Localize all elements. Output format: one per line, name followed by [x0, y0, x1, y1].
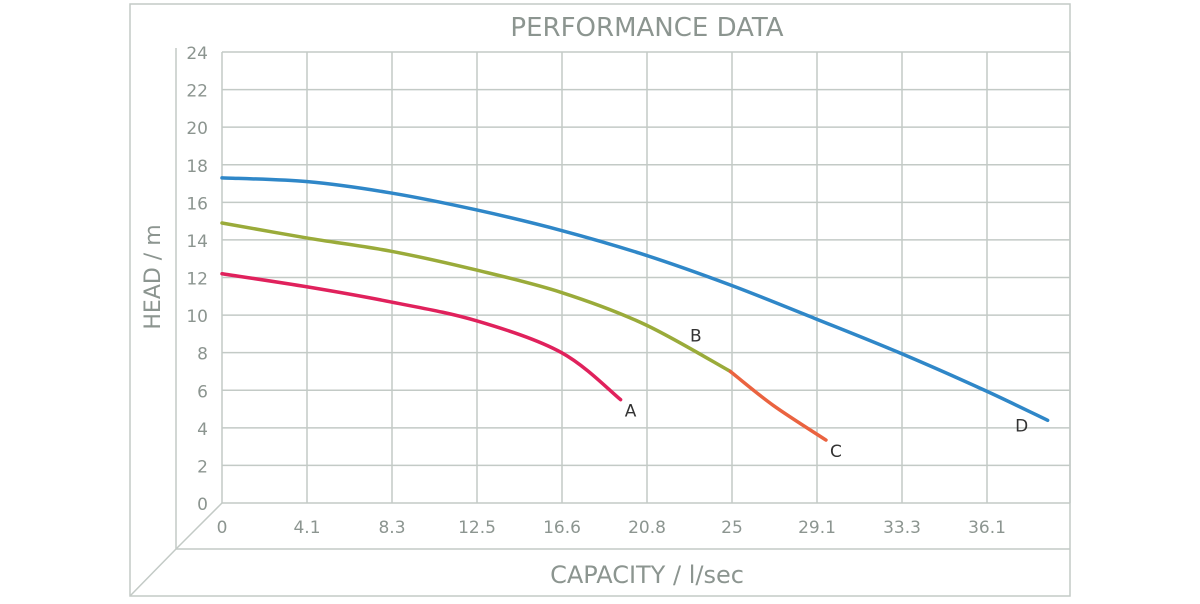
x-axis-label: CAPACITY / l/sec [550, 561, 744, 589]
chart-title: PERFORMANCE DATA [510, 13, 783, 43]
y-tick-label: 16 [186, 194, 208, 214]
series-line-b [220, 221, 733, 374]
perspective-edge [129, 548, 177, 597]
x-tick-label: 25 [721, 518, 743, 538]
y-axis-label: HEAD / m [141, 224, 166, 329]
y-tick-label: 24 [186, 44, 208, 64]
y-tick-label: 8 [197, 345, 208, 365]
grid [221, 51, 1071, 504]
perspective-edge [175, 502, 223, 550]
y-tick-label: 20 [186, 119, 208, 139]
y-tick-label: 10 [186, 307, 208, 327]
y-tick-label: 0 [197, 495, 208, 515]
series-lines: A B C D [220, 176, 1050, 462]
series-label-a: A [625, 402, 637, 422]
series-label-b: B [690, 326, 702, 346]
series-line-d [220, 176, 1050, 423]
series-label-c: C [830, 442, 842, 462]
y-tick-label: 6 [197, 382, 208, 402]
y-tick-label: 14 [186, 232, 208, 252]
x-tick-label: 16.6 [543, 518, 581, 538]
outer-border [129, 3, 1071, 597]
x-tick-label: 12.5 [458, 518, 496, 538]
chart-frame [129, 3, 1071, 597]
x-tick-label: 20.8 [628, 518, 666, 538]
x-tick-label: 4.1 [293, 518, 320, 538]
y-tick-label: 12 [186, 270, 208, 290]
y-tick-label: 22 [186, 82, 208, 102]
series-line-a [220, 271, 623, 402]
y-tick-label: 18 [186, 157, 208, 177]
x-tick-label: 36.1 [968, 518, 1006, 538]
y-tick-label: 4 [197, 420, 208, 440]
series-line-c [728, 369, 828, 442]
x-tick-label: 29.1 [798, 518, 836, 538]
series-label-d: D [1015, 416, 1028, 436]
y-tick-label: 2 [197, 457, 208, 477]
x-tick-label: 33.3 [883, 518, 921, 538]
x-tick-label: 8.3 [378, 518, 405, 538]
x-tick-label: 0 [217, 518, 228, 538]
